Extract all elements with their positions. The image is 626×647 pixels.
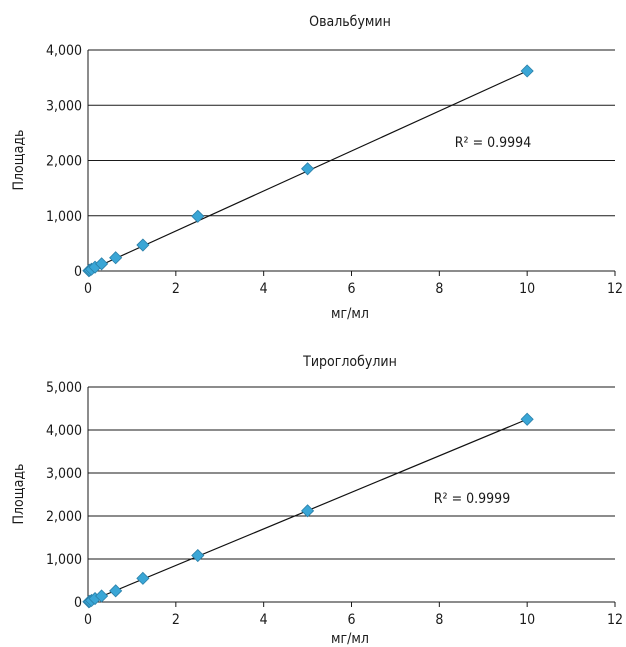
- data-point: [109, 251, 123, 265]
- grid-lines: [87, 386, 616, 607]
- x-tick-label: 8: [435, 612, 443, 628]
- x-tick-label: 4: [260, 612, 268, 628]
- chart-title: Тироглобулин: [302, 354, 397, 370]
- data-point: [136, 238, 150, 252]
- grid-lines: [87, 49, 616, 276]
- x-tick-label: 0: [84, 281, 92, 297]
- y-tick-label: 4,000: [46, 43, 82, 59]
- y-tick-label: 3,000: [46, 98, 82, 114]
- x-tick-label: 10: [519, 612, 535, 628]
- y-tick-label: 0: [74, 264, 82, 280]
- y-tick-label: 4,000: [46, 423, 82, 439]
- chart-ovalbumin: Овальбумин Площадь мг/мл R² = 0.9994 0 1,…: [11, 14, 623, 322]
- x-tick-label: 2: [172, 612, 180, 628]
- x-tick-label: 4: [260, 281, 268, 297]
- x-tick-label: 0: [84, 612, 92, 628]
- x-tick-label: 12: [607, 281, 623, 297]
- tick-labels: 0 1,000 2,000 3,000 4,000 5,000 0 2 4 6 8 10 12: [46, 380, 623, 628]
- data-point: [520, 64, 534, 78]
- x-axis-label: мг/мл: [331, 631, 369, 647]
- y-tick-label: 0: [74, 595, 82, 611]
- data-point: [109, 584, 123, 598]
- y-tick-label: 1,000: [46, 552, 82, 568]
- data-point: [136, 571, 150, 585]
- chart-title: Овальбумин: [309, 14, 391, 30]
- y-axis-label: Площадь: [11, 464, 27, 525]
- x-tick-label: 6: [347, 281, 355, 297]
- data-points: [82, 64, 534, 278]
- r-squared-annotation: R² = 0.9999: [434, 491, 510, 507]
- y-tick-label: 1,000: [46, 209, 82, 225]
- y-tick-label: 5,000: [46, 380, 82, 396]
- data-points: [82, 412, 534, 609]
- data-point: [301, 504, 315, 518]
- data-point: [95, 589, 109, 603]
- x-tick-label: 6: [347, 612, 355, 628]
- data-point: [191, 209, 205, 223]
- y-tick-label: 2,000: [46, 509, 82, 525]
- x-tick-label: 2: [172, 281, 180, 297]
- x-tick-label: 12: [607, 612, 623, 628]
- data-point: [520, 412, 534, 426]
- y-tick-label: 2,000: [46, 154, 82, 170]
- data-point: [191, 548, 205, 563]
- x-axis-label: мг/мл: [331, 306, 369, 322]
- x-tick-label: 8: [435, 281, 443, 297]
- data-point: [301, 162, 315, 176]
- x-tick-label: 10: [519, 281, 535, 297]
- tick-labels: 0 1,000 2,000 3,000 4,000 0 2 4 6 8 10 12: [46, 43, 623, 297]
- y-tick-label: 3,000: [46, 466, 82, 482]
- y-axis-label: Площадь: [11, 130, 27, 191]
- r-squared-annotation: R² = 0.9994: [455, 135, 531, 151]
- data-point: [95, 257, 109, 271]
- chart-thyroglobulin: Тироглобулин Площадь мг/мл R² = 0.9999 0…: [11, 354, 623, 647]
